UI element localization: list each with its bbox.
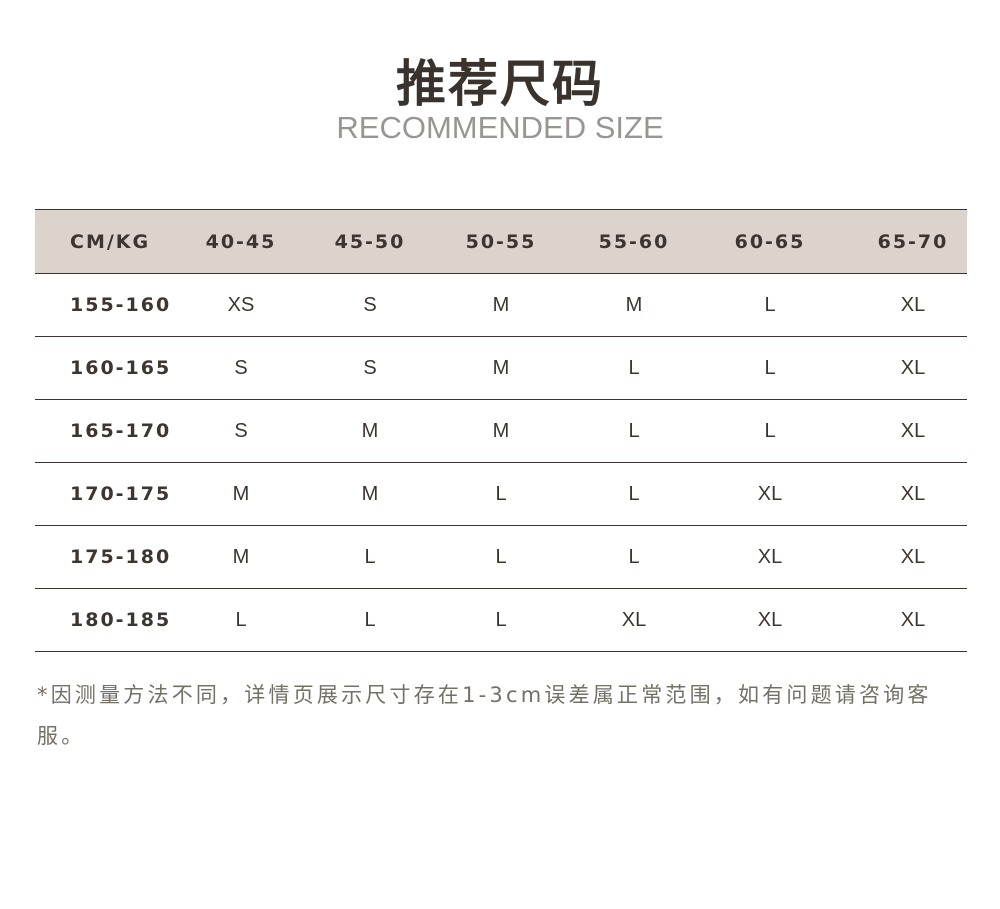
size-cell: XL [757,545,783,568]
header-cell: 50-55 [465,230,537,253]
height-cell: 165-170 [70,420,172,442]
table-row: 175-180 M L L L XL XL [35,526,967,589]
size-cell: L [628,545,640,568]
table-row: 155-160 XS S M M L XL [35,274,967,337]
size-cell: M [625,293,643,316]
size-cell: M [361,419,379,442]
header-cell: 40-45 [205,230,277,253]
size-cell: L [495,482,507,505]
header-cell: 65-70 [877,230,949,253]
size-cell: L [628,356,640,379]
height-cell: 170-175 [70,483,172,505]
size-cell: XL [757,482,783,505]
page-subtitle: RECOMMENDED SIZE [336,110,664,145]
size-cell: XL [900,293,926,316]
size-cell: L [764,356,776,379]
size-cell: XL [757,608,783,631]
size-cell: M [492,419,510,442]
size-cell: S [234,419,248,442]
header-cell: 55-60 [598,230,670,253]
size-cell: L [764,419,776,442]
size-cell: XL [621,608,647,631]
size-cell: S [363,293,377,316]
size-cell: M [232,545,250,568]
size-cell: L [764,293,776,316]
size-cell: M [232,482,250,505]
size-cell: XL [900,482,926,505]
size-cell: L [628,482,640,505]
size-cell: M [361,482,379,505]
page-title: 推荐尺码 [396,55,604,113]
height-cell: 155-160 [70,294,172,316]
size-cell: XL [900,608,926,631]
height-cell: 180-185 [70,609,172,631]
size-cell: L [364,608,376,631]
disclaimer-note: *因测量方法不同，详情页展示尺寸存在1-3cm误差属正常范围，如有问题请咨询客服… [37,683,932,748]
height-cell: 160-165 [70,357,172,379]
table-header-row: CM/KG 40-45 45-50 50-55 55-60 60-65 65-7… [35,209,967,274]
size-cell: M [492,356,510,379]
size-cell: XS [227,293,255,316]
size-cell: S [363,356,377,379]
table-row: 180-185 L L L XL XL XL [35,589,967,652]
size-cell: XL [900,356,926,379]
height-cell: 175-180 [70,546,172,568]
size-cell: L [495,545,507,568]
size-cell: L [495,608,507,631]
size-table: CM/KG 40-45 45-50 50-55 55-60 60-65 65-7… [35,209,967,652]
table-row: 165-170 S M M L L XL [35,400,967,463]
table-row: 160-165 S S M L L XL [35,337,967,400]
size-cell: S [234,356,248,379]
size-cell: XL [900,545,926,568]
header-cell: 60-65 [734,230,806,253]
size-cell: L [364,545,376,568]
size-cell: L [235,608,247,631]
size-cell: L [628,419,640,442]
size-cell: XL [900,419,926,442]
size-cell: M [492,293,510,316]
header-cell: CM/KG [70,230,151,253]
table-row: 170-175 M M L L XL XL [35,463,967,526]
header-cell: 45-50 [334,230,406,253]
